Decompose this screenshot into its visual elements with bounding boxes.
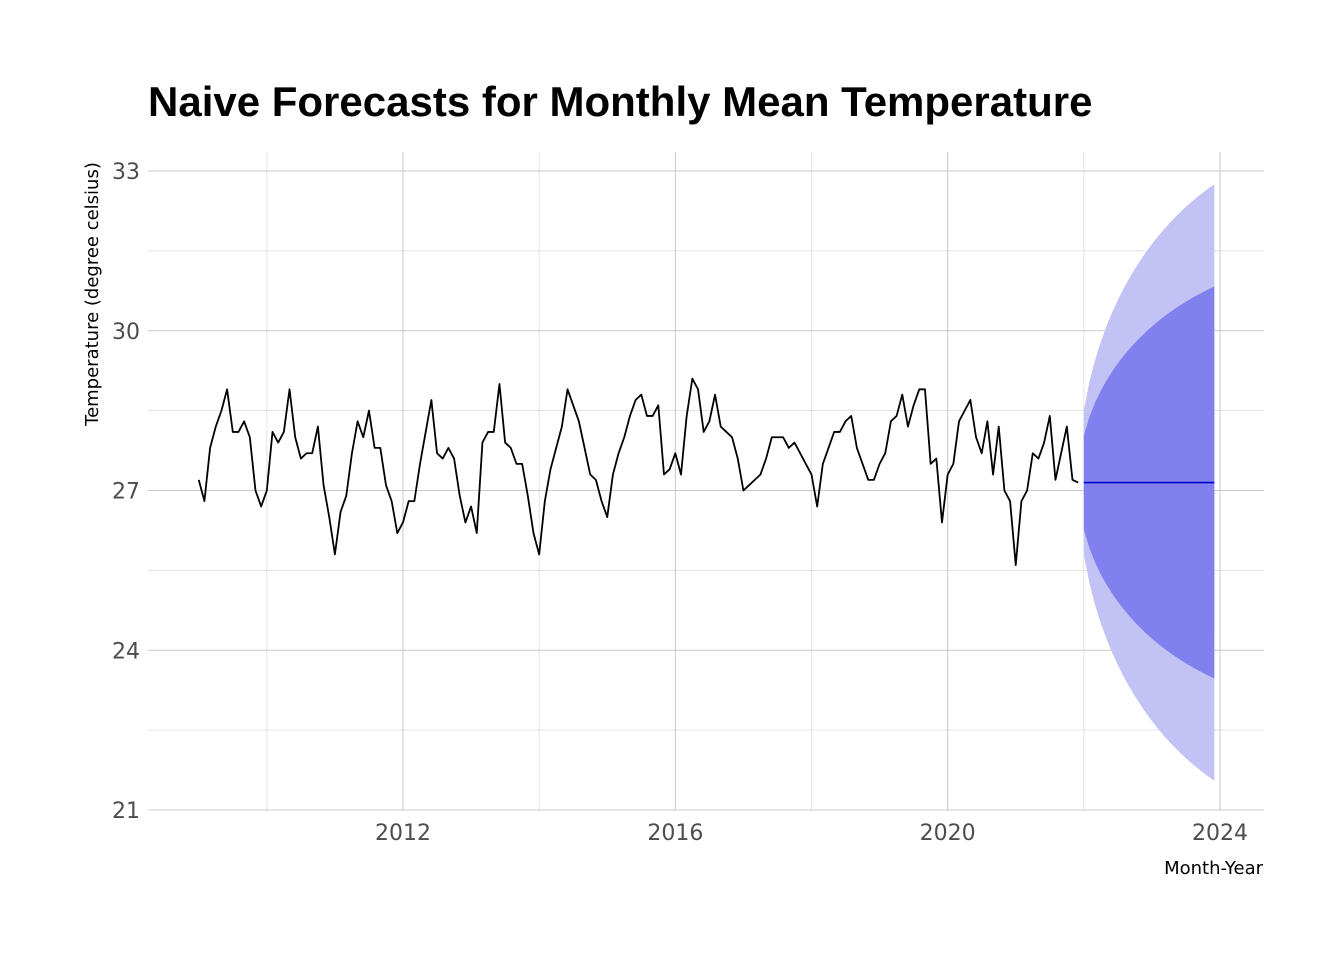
x-axis-ticks: 2012 2016 2020 2024	[375, 821, 1248, 846]
major-gridlines	[148, 152, 1264, 811]
x-tick-label: 2024	[1192, 821, 1248, 846]
series-lines	[197, 377, 1215, 566]
y-axis-ticks: 21 24 27 30 33	[112, 160, 140, 824]
y-tick-label: 30	[112, 320, 140, 345]
x-tick-label: 2012	[375, 821, 431, 846]
y-axis-label: Temperature (degree celsius)	[82, 162, 103, 427]
x-tick-label: 2020	[920, 821, 976, 846]
chart-title: Naive Forecasts for Monthly Mean Tempera…	[148, 78, 1092, 125]
observed-series-line	[197, 377, 1079, 566]
x-tick-label: 2016	[647, 821, 703, 846]
y-tick-label: 33	[112, 160, 140, 185]
y-tick-label: 21	[112, 799, 140, 824]
y-tick-label: 27	[112, 480, 140, 505]
minor-gridlines	[148, 152, 1264, 810]
x-axis-label: Month-Year	[1164, 858, 1263, 879]
y-tick-label: 24	[112, 639, 140, 664]
